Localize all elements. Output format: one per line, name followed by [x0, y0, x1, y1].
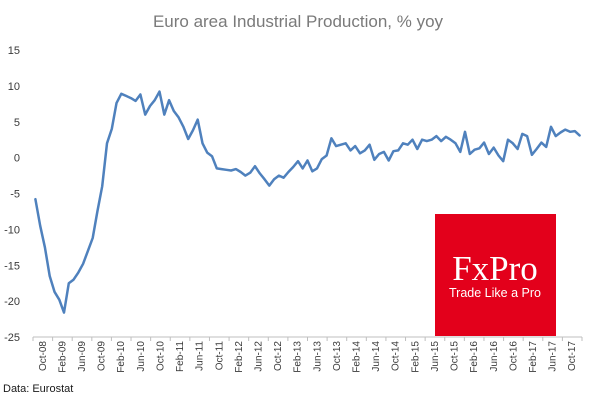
x-tick-label: Feb-11: [175, 341, 186, 372]
y-tick-label: -25: [4, 332, 20, 344]
x-tick-label: Feb-17: [528, 341, 539, 373]
x-tick-label: Feb-13: [293, 341, 304, 373]
y-tick-label: -10: [4, 224, 20, 236]
x-tick-label: Oct-09: [97, 341, 108, 371]
x-tick-label: Jun-12: [253, 341, 264, 372]
chart-title: Euro area Industrial Production, % yoy: [153, 12, 444, 31]
x-tick-label: Oct-16: [508, 341, 519, 371]
x-tick-label: Jun-11: [195, 341, 206, 371]
x-tick-label: Oct-14: [391, 341, 402, 371]
x-tick-label: Jun-10: [136, 341, 147, 372]
x-tick-label: Feb-16: [469, 341, 480, 373]
y-axis: 15 10 5 0 -5 -10 -15 -20 -25: [4, 45, 20, 344]
source-note: Data: Eurostat: [3, 383, 73, 395]
y-tick-label: 15: [8, 45, 20, 57]
y-tick-label: 10: [8, 81, 20, 93]
y-tick-label: 5: [14, 117, 20, 129]
x-tick-label: Feb-10: [116, 341, 127, 373]
x-tick-label: Jun-09: [77, 341, 88, 372]
x-tick-label: Oct-12: [273, 341, 284, 371]
logo-brand: FxPro: [452, 249, 538, 288]
x-tick-label: Oct-17: [567, 341, 578, 371]
x-tick-label: Feb-15: [410, 341, 421, 373]
x-axis: Oct-08 Feb-09 Jun-09 Oct-09 Feb-10 Jun-10 Oct-…: [32, 336, 583, 373]
x-tick-label: Jun-14: [371, 341, 382, 372]
y-tick-label: -20: [4, 296, 20, 308]
series-line: [34, 90, 581, 314]
x-tick-label: Oct-11: [214, 341, 225, 371]
x-tick-label: Feb-12: [234, 341, 245, 373]
x-tick-label: Feb-09: [57, 341, 68, 373]
x-tick-label: Jun-17: [548, 341, 559, 372]
fxpro-logo: FxPro Trade Like a Pro: [435, 214, 556, 336]
x-tick-label: Feb-14: [352, 341, 363, 373]
x-tick-label: Jun-15: [430, 341, 441, 372]
y-tick-label: -15: [4, 260, 20, 272]
x-tick-label: Jun-16: [489, 341, 500, 372]
x-tick-label: Jun-13: [312, 341, 323, 372]
y-tick-label: 0: [14, 153, 20, 165]
x-tick-label: Oct-08: [38, 341, 49, 371]
x-tick-label: Oct-15: [450, 341, 461, 371]
x-tick-label: Oct-10: [155, 341, 166, 371]
y-tick-label: -5: [10, 189, 20, 201]
logo-tagline: Trade Like a Pro: [449, 286, 541, 300]
x-tick-label: Oct-13: [332, 341, 343, 371]
